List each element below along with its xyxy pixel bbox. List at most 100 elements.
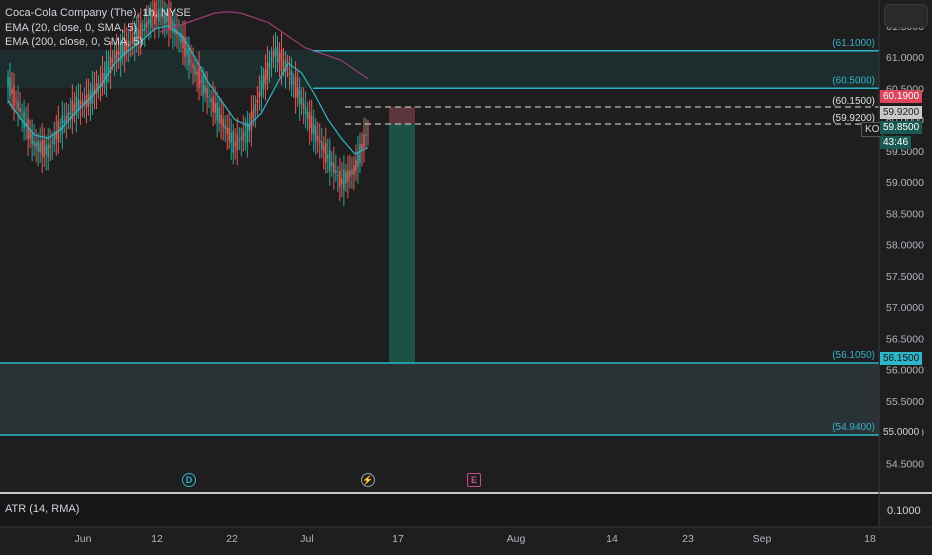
candle-body [286, 68, 289, 70]
price-tick-label: 61.0000 [886, 52, 924, 64]
candle-body [312, 124, 315, 136]
candle-body [196, 72, 198, 76]
candle-body [77, 99, 80, 112]
time-axis[interactable] [0, 527, 932, 550]
candle-body [7, 77, 9, 87]
candle-body [41, 139, 43, 157]
candle-body [55, 131, 58, 140]
candle-body [131, 36, 134, 44]
price-tag-current: 59.8500 [880, 121, 923, 134]
candle-body [232, 131, 235, 153]
time-tick-label: Jun [75, 533, 92, 545]
candle-body [27, 118, 29, 140]
candle-body [304, 107, 307, 115]
time-axis-ticks: Jun 12 22 Jul 17 Aug 14 23 Sep 18 [75, 533, 876, 545]
earnings-icon[interactable]: E [467, 473, 481, 487]
candle-body [260, 80, 263, 96]
candle-body [178, 32, 180, 37]
price-tick-label: 57.5000 [886, 271, 924, 283]
candle-body [37, 141, 39, 152]
candle-body [302, 103, 305, 109]
candle-body [202, 74, 204, 96]
candle-body [71, 100, 74, 120]
price-tag-stop: 60.1900 [880, 90, 923, 103]
candle-body [240, 137, 243, 140]
candle-body [357, 152, 359, 167]
candle-body [21, 114, 23, 116]
candle-body [170, 16, 172, 31]
symbol-title[interactable]: Coca-Cola Company (The), 1h, NYSE [5, 7, 191, 19]
candle-body [160, 15, 162, 17]
price-tick-label: 56.0000 [886, 365, 924, 377]
candle-body [113, 55, 116, 60]
candle-body [35, 143, 37, 148]
ema-lines [7, 11, 369, 155]
price-tick-label: 54.5000 [886, 458, 924, 470]
candle-body [250, 112, 253, 130]
candle-body [288, 72, 291, 74]
candle-body [308, 112, 311, 129]
candle-body [123, 39, 126, 56]
dividend-icon[interactable]: D [182, 473, 196, 487]
candle-body [280, 49, 283, 72]
candle-body [236, 134, 239, 150]
profit-box[interactable] [389, 124, 415, 363]
candle-body [262, 75, 265, 90]
level-label: (61.1000) [832, 38, 875, 49]
price-axis[interactable]: 61.500061.000060.500060.000059.500059.00… [886, 21, 924, 471]
candle-body [9, 77, 11, 97]
candle-body [17, 101, 19, 111]
lightning-icon[interactable]: ⚡ [361, 473, 375, 487]
candle-body [174, 23, 176, 35]
candle-body [333, 163, 335, 173]
ema20-line [7, 25, 369, 155]
candle-body [125, 39, 128, 52]
ema20-legend[interactable]: EMA (20, close, 0, SMA, 5) [5, 21, 138, 34]
atr-axis-value: 0.1000 [887, 505, 921, 517]
candle-body [53, 133, 56, 145]
candle-body [310, 116, 313, 134]
candle-body [290, 70, 293, 85]
candle-body [284, 59, 287, 73]
candle-body [206, 88, 208, 98]
candle-body [224, 124, 227, 129]
candle-body [192, 63, 194, 68]
loss-box[interactable] [389, 107, 415, 124]
price-tick-label: 58.5000 [886, 208, 924, 220]
atr-pane [0, 493, 879, 527]
candle-body [208, 96, 210, 98]
candle-body [137, 29, 140, 40]
candle-body [59, 126, 62, 129]
candle-body [298, 89, 301, 104]
candle-body [180, 32, 182, 43]
price-tick-label: 55.5000 [886, 396, 924, 408]
candle-body [39, 142, 41, 152]
time-tick-label: Sep [753, 533, 772, 545]
candle-body [158, 8, 160, 22]
countdown-label: 43:46 [880, 136, 912, 149]
candle-body [109, 56, 112, 73]
candle-body [320, 141, 323, 150]
candle-body [145, 21, 148, 27]
candle-body [103, 73, 106, 79]
candle-body [135, 27, 138, 45]
candle-body [345, 171, 347, 184]
price-tick-label: 57.0000 [886, 302, 924, 314]
candle-body [73, 103, 76, 111]
time-tick-label: Jul [300, 533, 313, 545]
candle-body [222, 118, 224, 128]
candle-body [214, 103, 216, 113]
candle-body [188, 47, 190, 66]
candle-body [335, 170, 337, 174]
candle-body [230, 133, 233, 144]
chart-settings-button[interactable] [884, 4, 928, 28]
candle-body [162, 15, 164, 19]
atr-legend[interactable]: ATR (14, RMA) [5, 503, 80, 515]
candle-body [99, 81, 102, 85]
candle-body [31, 132, 33, 145]
candle-body [246, 121, 249, 144]
candle-body [133, 31, 136, 45]
ema200-legend[interactable]: EMA (200, close, 0, SMA, 5) [5, 36, 144, 48]
